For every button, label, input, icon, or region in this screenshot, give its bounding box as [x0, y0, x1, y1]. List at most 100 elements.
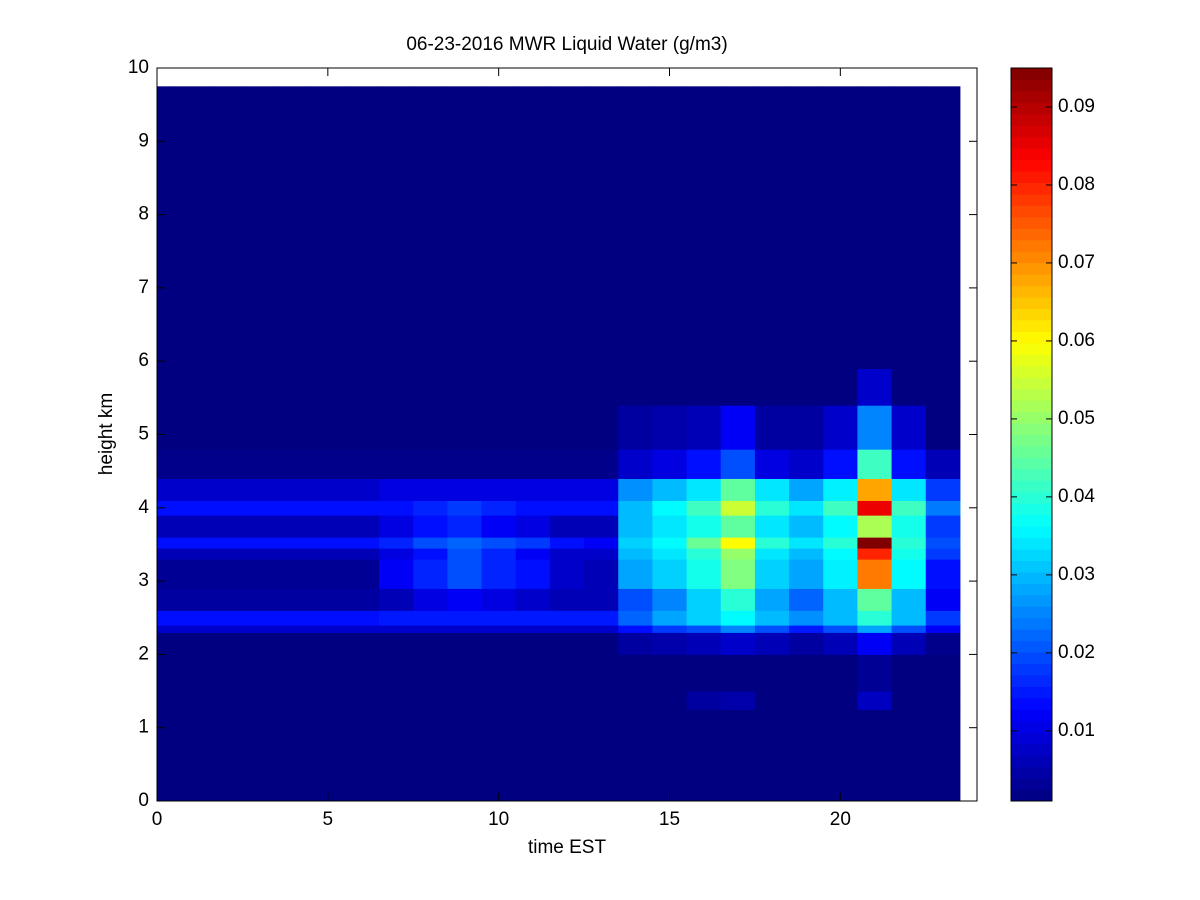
colorbar-swatch — [1011, 319, 1052, 332]
heatmap-cell — [344, 86, 380, 370]
heatmap-cell — [789, 559, 824, 589]
heatmap-cell — [584, 709, 619, 802]
heatmap-cell — [379, 548, 414, 560]
heatmap-cell — [208, 632, 243, 655]
heatmap-cell — [208, 559, 243, 589]
heatmap-cell — [925, 625, 961, 633]
heatmap-cell — [618, 368, 653, 406]
heatmap-cell — [208, 691, 243, 710]
heatmap-cell — [754, 691, 790, 710]
heatmap-cell — [789, 588, 824, 611]
heatmap-cell — [857, 691, 893, 710]
colorbar-swatch — [1011, 113, 1052, 126]
colorbar-swatch — [1011, 262, 1052, 275]
heatmap-cell — [754, 632, 790, 655]
heatmap-cell — [481, 86, 517, 370]
heatmap-cell — [686, 588, 722, 611]
heatmap-cell — [344, 691, 380, 710]
heatmap-cell — [481, 625, 517, 633]
heatmap-cell — [157, 610, 175, 626]
heatmap-cell — [686, 449, 722, 479]
colorbar-swatch — [1011, 445, 1052, 458]
heatmap-cell — [242, 548, 278, 560]
heatmap-cell — [720, 709, 756, 802]
heatmap-cell — [925, 405, 961, 450]
heatmap-cell — [413, 86, 448, 370]
heatmap-cell — [310, 588, 346, 611]
heatmap-cell — [549, 537, 585, 549]
heatmap-cell — [310, 625, 346, 633]
heatmap-cell — [652, 548, 688, 560]
heatmap-cell — [789, 478, 824, 501]
heatmap-cell — [344, 368, 380, 406]
heatmap-cell — [891, 588, 927, 611]
heatmap-cell — [208, 709, 243, 802]
heatmap-cell — [515, 588, 551, 611]
heatmap-cell — [686, 405, 722, 450]
heatmap-cell — [925, 654, 961, 692]
heatmap-cell — [857, 654, 893, 692]
heatmap-cell — [157, 559, 175, 589]
colorbar-swatch — [1011, 423, 1052, 435]
heatmap-cell — [515, 625, 551, 633]
heatmap-cell — [157, 86, 175, 370]
heatmap-cell — [379, 610, 414, 626]
y-tick-label: 6 — [138, 350, 149, 371]
heatmap-cell — [789, 537, 824, 549]
heatmap-cell — [720, 405, 756, 450]
heatmap-cell — [891, 86, 927, 370]
colorbar-swatch — [1011, 411, 1052, 424]
heatmap-cell — [310, 548, 346, 560]
heatmap-cell — [686, 691, 722, 710]
heatmap-cell — [857, 709, 893, 802]
heatmap-cell — [720, 449, 756, 479]
heatmap-cell — [618, 515, 653, 538]
heatmap-cell — [618, 709, 653, 802]
heatmap-cell — [208, 654, 243, 692]
heatmap-cell — [310, 559, 346, 589]
heatmap-cell — [447, 632, 483, 655]
colorbar-swatch — [1011, 583, 1052, 596]
heatmap-cell — [242, 478, 278, 501]
heatmap-cell — [481, 709, 517, 802]
colorbar-swatch — [1011, 79, 1052, 92]
colorbar-swatch — [1011, 732, 1052, 745]
heatmap-cell — [549, 368, 585, 406]
heatmap-cell — [925, 691, 961, 710]
heatmap-cell — [549, 515, 585, 538]
colorbar-swatch — [1011, 675, 1052, 687]
heatmap-cell — [754, 515, 790, 538]
heatmap-cell — [174, 86, 209, 370]
heatmap-cell — [276, 654, 312, 692]
heatmap-cell — [618, 449, 653, 479]
heatmap-cell — [276, 559, 312, 589]
heatmap-cell — [447, 449, 483, 479]
y-tick-label: 10 — [128, 57, 149, 78]
heatmap-cell — [754, 405, 790, 450]
heatmap-cell — [549, 86, 585, 370]
y-tick-label: 4 — [138, 497, 149, 518]
heatmap-cell — [310, 478, 346, 501]
heatmap-cell — [276, 500, 312, 516]
colorbar-swatch — [1011, 205, 1052, 218]
heatmap-cell — [584, 588, 619, 611]
heatmap-cell — [481, 610, 517, 626]
colorbar-swatch — [1011, 182, 1052, 195]
heatmap-cell — [584, 500, 619, 516]
heatmap-cell — [242, 449, 278, 479]
heatmap-cell — [242, 86, 278, 370]
heatmap-cell — [686, 548, 722, 560]
colorbar-frame — [1010, 67, 1053, 802]
heatmap-cell — [157, 368, 175, 406]
heatmap-cell — [242, 559, 278, 589]
heatmap-cell — [310, 368, 346, 406]
heatmap-cell — [174, 478, 209, 501]
heatmap-cell — [549, 449, 585, 479]
heatmap-cell — [686, 610, 722, 626]
colorbar-swatch — [1011, 434, 1052, 447]
heatmap-cell — [481, 654, 517, 692]
heatmap-cell — [242, 632, 278, 655]
heatmap-cell — [857, 500, 893, 516]
heatmap-cell — [584, 537, 619, 549]
y-tick-label: 7 — [138, 277, 149, 298]
